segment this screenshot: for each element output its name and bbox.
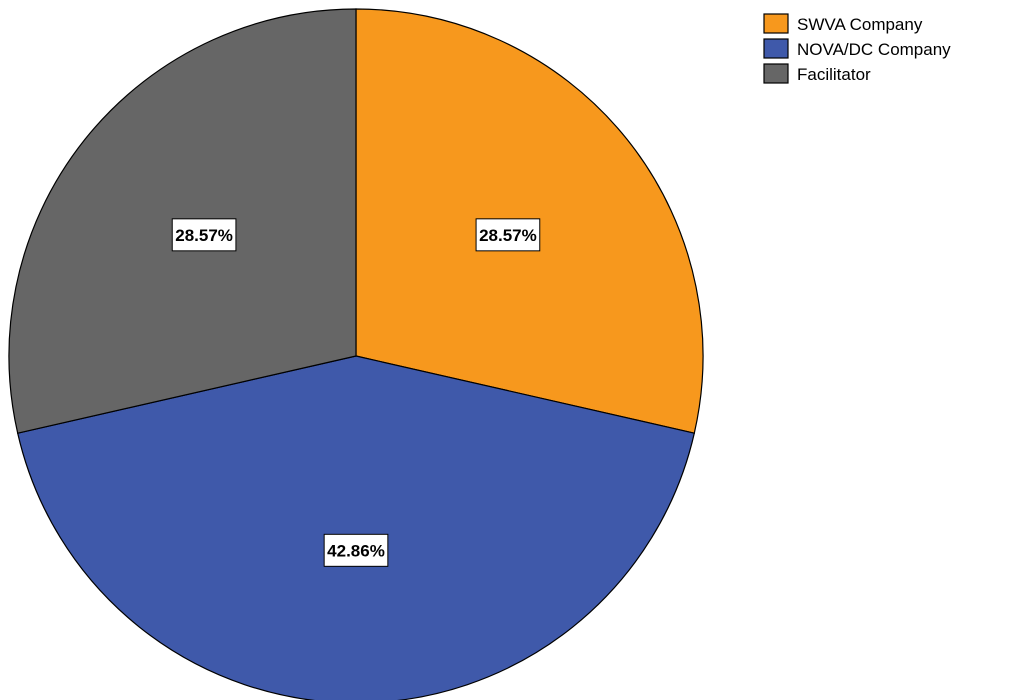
data-label-box bbox=[171, 218, 237, 252]
data-label-nova-dc-company: 42.86% bbox=[323, 533, 389, 567]
legend-item-swva-company: SWVA Company bbox=[763, 13, 923, 34]
legend-swatch bbox=[763, 13, 789, 34]
legend-swatch bbox=[763, 38, 789, 59]
data-label-text: 28.57% bbox=[479, 226, 537, 245]
legend-label: Facilitator bbox=[797, 65, 871, 84]
legend-swatch bbox=[763, 63, 789, 84]
data-label-box bbox=[475, 218, 541, 252]
legend-label: NOVA/DC Company bbox=[797, 40, 951, 59]
data-label-text: 42.86% bbox=[327, 541, 385, 560]
data-labels: 28.57% 42.86% 28.57% bbox=[171, 218, 541, 567]
pie-slice-nova-dc-company bbox=[16, 355, 696, 700]
legend-item-nova-dc-company: NOVA/DC Company bbox=[763, 38, 951, 59]
data-label-swva-company: 28.57% bbox=[475, 218, 541, 252]
data-label-facilitator: 28.57% bbox=[171, 218, 237, 252]
legend-item-facilitator: Facilitator bbox=[763, 63, 871, 84]
legend: SWVA Company NOVA/DC Company Facilitator bbox=[763, 13, 951, 84]
data-label-text: 28.57% bbox=[175, 226, 233, 245]
legend-label: SWVA Company bbox=[797, 15, 923, 34]
pie-slices bbox=[8, 8, 704, 700]
data-label-box bbox=[323, 533, 389, 567]
